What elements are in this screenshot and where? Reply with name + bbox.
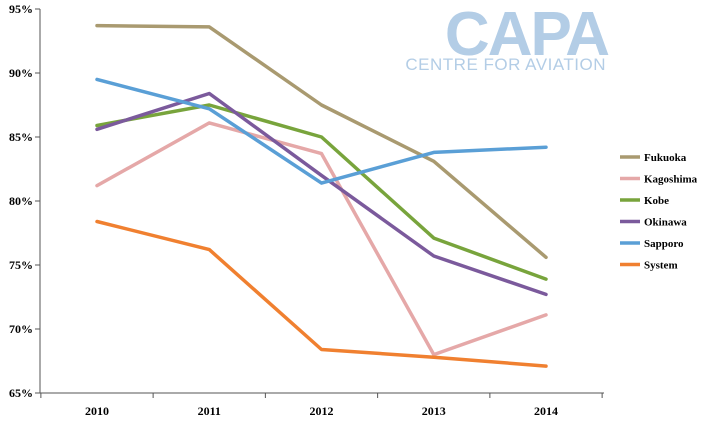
logo-sub-text: CENTRE FOR AVIATION [405, 55, 606, 74]
legend-label-system: System [644, 260, 678, 272]
legend-label-kagoshima: Kagoshima [644, 174, 698, 186]
series-line-kobe [95, 103, 548, 281]
x-tick-label: 2011 [198, 404, 221, 418]
logo-main-text: CAPA [445, 0, 609, 69]
series-lines [95, 23, 548, 368]
x-tick-label: 2014 [534, 404, 558, 418]
y-tick-label: 70% [9, 322, 33, 336]
series-line-fukuoka [95, 23, 548, 260]
y-tick-label: 90% [9, 66, 33, 80]
legend-label-okinawa: Okinawa [644, 217, 687, 229]
x-tick-label: 2012 [310, 404, 334, 418]
legend-label-kobe: Kobe [644, 195, 669, 207]
series-line-kagoshima [95, 121, 548, 357]
capa-logo: CAPA CENTRE FOR AVIATION [405, 0, 611, 74]
y-tick-label: 65% [9, 386, 33, 400]
series-line-sapporo [95, 77, 548, 185]
legend-label-sapporo: Sapporo [644, 238, 684, 250]
x-tick-label: 2010 [85, 404, 109, 418]
y-tick-label: 75% [9, 258, 33, 272]
y-tick-label: 95% [9, 2, 33, 16]
series-line-system [95, 219, 548, 368]
x-tick-label: 2013 [422, 404, 446, 418]
series-line-okinawa [95, 91, 548, 297]
legend: Fukuoka Kagoshima Kobe Okinawa Sapporo System [620, 152, 698, 272]
y-tick-label: 80% [9, 194, 33, 208]
legend-label-fukuoka: Fukuoka [644, 152, 687, 164]
y-tick-label: 85% [9, 130, 33, 144]
axes: 65% 70% 75% 80% 85% 90% 95% 2010 2011 2012 2013 201… [9, 2, 604, 418]
